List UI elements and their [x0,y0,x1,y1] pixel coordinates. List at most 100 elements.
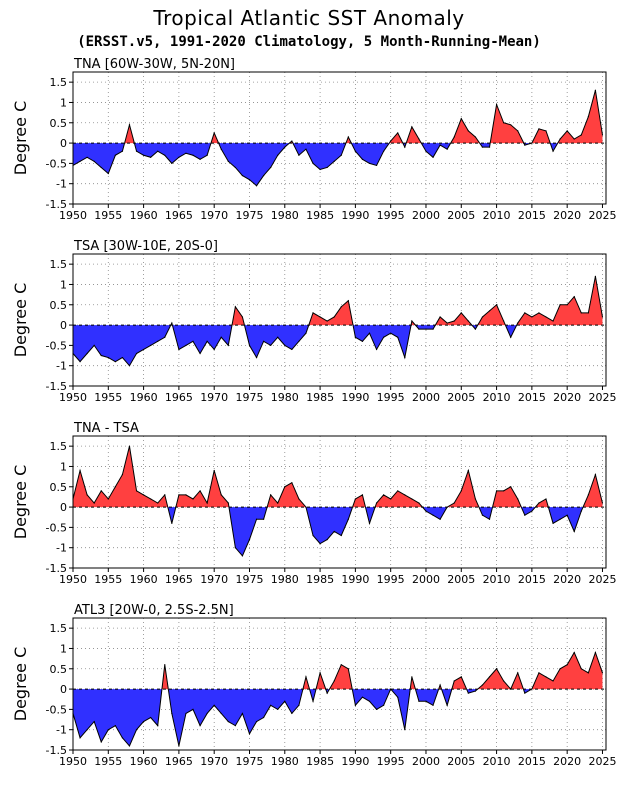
data-point [432,514,434,516]
x-tick-label: 1995 [377,755,405,768]
chart-panel-4: -1.5 -1 -0.5 0 0.5 1 1.5 1950 1955 1960 1965 1970 19… [11,603,616,768]
data-point [559,518,561,520]
data-point [305,676,307,678]
data-point [383,494,385,496]
data-point [566,664,568,666]
data-point [517,498,519,500]
x-tick-label: 1950 [59,573,87,586]
x-tick-label: 1970 [200,755,228,768]
data-point [566,130,568,132]
data-point [284,700,286,702]
y-tick-label: 1 [60,96,67,109]
data-point [375,502,378,504]
x-tick-label: 2010 [483,573,511,586]
data-point [347,518,349,520]
data-point [248,344,251,346]
data-point [185,494,187,496]
panel-title: TNA - TSA [73,421,139,436]
y-tick-label: 0 [60,137,67,150]
data-point [100,166,102,169]
data-point [121,473,124,476]
data-point [580,312,582,314]
panel-title: TSA [30W-10E, 20S-0] [73,239,218,254]
data-point [481,316,484,318]
negative-anomaly-area [73,143,603,186]
data-point [128,365,131,367]
data-point [495,304,498,306]
data-point [453,136,455,138]
data-point [135,352,138,355]
data-point [559,138,561,140]
data-point [213,348,215,351]
data-point [354,498,356,500]
data-point [488,310,491,312]
data-point [79,160,81,162]
data-point [347,136,349,138]
data-point [305,506,307,508]
data-point [573,138,575,140]
x-tick-label: 1995 [377,391,405,404]
data-point [467,469,469,472]
data-point [100,354,102,357]
data-point [241,712,244,715]
x-tick-label: 1990 [341,391,369,404]
negative-anomaly-area [73,689,603,746]
data-point [107,172,109,175]
data-point [86,729,88,731]
anomaly-series-line [72,650,603,747]
data-point [263,340,265,342]
data-point [361,340,364,342]
anomaly-series-line [72,90,603,187]
data-point [390,498,392,500]
data-point [333,316,335,318]
data-point [114,154,116,156]
data-point [284,486,286,488]
data-point [199,725,201,727]
x-tick-label: 2015 [518,755,546,768]
y-tick-label: 0 [60,501,67,514]
data-point [128,445,131,447]
data-point [150,716,152,719]
data-point [326,320,328,322]
x-tick-label: 2000 [412,391,440,404]
data-point [439,316,441,318]
x-tick-label: 1990 [341,755,369,768]
y-tick-label: -1.5 [46,198,67,211]
data-point [93,344,95,346]
data-point [199,490,201,492]
x-tick-label: 1955 [94,209,122,222]
data-point [439,144,441,146]
data-point [164,154,166,156]
data-point [347,300,349,302]
data-point [439,518,441,520]
data-point [192,498,194,500]
data-point [199,158,201,160]
data-point [206,712,208,715]
data-point [121,737,124,739]
data-point [206,502,208,504]
data-point [368,522,371,524]
x-tick-label: 2005 [447,391,475,404]
data-point [467,692,469,694]
anomaly-series-line [72,276,603,367]
data-point [524,144,526,146]
data-point [503,680,505,682]
x-tick-label: 2005 [447,755,475,768]
data-point [488,146,491,148]
data-point [425,510,427,512]
y-axis-label: Degree C [11,647,30,722]
data-point [531,510,533,512]
data-point [326,538,328,541]
data-point [524,514,526,516]
x-tick-label: 1985 [306,755,334,768]
data-point [601,316,604,318]
y-axis-label: Degree C [11,101,30,176]
y-tick-label: -1 [56,542,67,555]
data-point [185,152,187,154]
data-point [587,494,589,496]
x-tick-label: 1980 [271,209,299,222]
x-tick-label: 1960 [130,391,158,404]
data-point [312,534,314,537]
data-point [114,486,116,488]
data-point [361,158,364,160]
